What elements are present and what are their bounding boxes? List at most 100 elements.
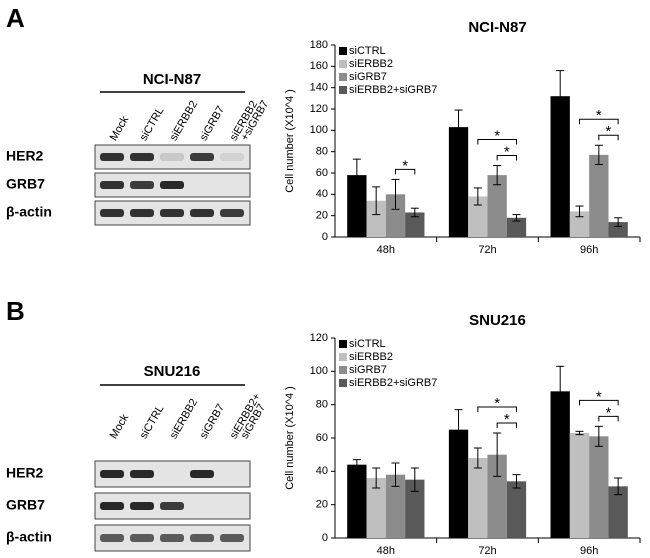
legend-label: siCTRL [349, 45, 386, 57]
significance-bracket [579, 399, 619, 406]
y-tick-label: 140 [310, 82, 328, 94]
bar [347, 464, 367, 538]
blot-band [160, 181, 184, 189]
error-bar [556, 365, 565, 417]
y-tick-label: 100 [310, 124, 328, 136]
legend-swatch [339, 73, 347, 81]
significance-label: * [596, 107, 602, 124]
blot-band [160, 534, 184, 542]
blot-band [190, 470, 214, 478]
legend-swatch [339, 353, 347, 361]
blot-band [100, 153, 124, 161]
chart-title: SNU216 [469, 312, 526, 329]
significance-bracket [394, 168, 416, 175]
significance-label: * [596, 388, 602, 405]
error-bar [352, 459, 361, 471]
y-tick-label: 60 [316, 432, 328, 444]
y-tick-label: 100 [310, 365, 328, 377]
lane-label: siCTRL [138, 403, 167, 441]
y-tick-label: 80 [316, 399, 328, 411]
significance-label: * [504, 411, 510, 428]
bar [569, 433, 590, 538]
significance-label: * [494, 395, 500, 412]
legend-label: siGRB7 [349, 71, 387, 83]
blot-band [100, 181, 124, 189]
y-tick-label: 20 [316, 499, 328, 511]
lane-label: Mock [108, 114, 132, 143]
bar [448, 429, 469, 538]
bar [347, 175, 367, 237]
blot-band [160, 502, 184, 510]
error-bar [454, 109, 463, 145]
significance-bracket [598, 415, 619, 422]
bar [550, 96, 570, 237]
blot-title: NCI-N87 [143, 71, 201, 88]
error-bar [556, 70, 565, 123]
panel-letter: B [6, 296, 25, 326]
blot-band [130, 209, 154, 217]
bar [487, 454, 507, 538]
legend-swatch [339, 60, 347, 68]
legend-label: siGRB7 [349, 364, 387, 376]
bar [569, 211, 590, 237]
y-tick-label: 40 [316, 465, 328, 477]
blot-band [220, 153, 244, 161]
lane-label: Mock [108, 412, 132, 441]
error-bar [512, 474, 521, 489]
error-bar [391, 178, 400, 210]
error-bar [473, 447, 482, 469]
error-bar [372, 467, 381, 489]
lane-label: siGRB7 [198, 104, 227, 143]
legend-label: siERBB2+siGRB7 [349, 84, 437, 96]
blot-row-label: GRB7 [6, 176, 45, 192]
significance-bracket [477, 139, 517, 145]
y-tick-label: 0 [322, 532, 328, 544]
y-tick-label: 120 [310, 332, 328, 344]
blot-band [190, 209, 214, 217]
significance-bracket [496, 155, 517, 161]
x-tick-label: 96h [580, 545, 598, 557]
bar [506, 481, 527, 538]
blot-row-label: β-actin [6, 204, 52, 220]
bar [405, 479, 425, 538]
blot-band [130, 181, 154, 189]
x-tick-label: 96h [580, 244, 598, 256]
lane-label: siERBB2 [168, 99, 200, 143]
error-bar [614, 217, 623, 227]
blot-band [220, 534, 244, 542]
error-bar [473, 187, 482, 206]
blot-band [100, 502, 124, 510]
y-axis-label: Cell number (X10^4 ) [284, 89, 296, 193]
bar [468, 458, 488, 538]
bar [506, 217, 527, 237]
blot-band [100, 534, 124, 542]
y-tick-label: 20 [316, 210, 328, 222]
error-bar [575, 205, 584, 218]
y-tick-label: 160 [310, 60, 328, 72]
legend-swatch [339, 366, 347, 374]
error-bar [512, 214, 521, 222]
error-bar [614, 477, 623, 496]
significance-label: * [504, 144, 510, 161]
significance-label: * [606, 404, 612, 421]
legend-swatch [339, 379, 347, 387]
bar [385, 194, 406, 237]
significance-bracket [496, 422, 517, 428]
blot-band [130, 502, 154, 510]
bar [366, 478, 386, 538]
blot-band [160, 209, 184, 217]
error-bar [454, 409, 463, 451]
y-tick-label: 80 [316, 146, 328, 158]
lane-label: siGRB7 [198, 402, 227, 441]
blot-band [130, 534, 154, 542]
legend-label: siERBB2+siGRB7 [349, 377, 437, 389]
blot-title: SNU216 [144, 363, 201, 380]
significance-label: * [606, 123, 612, 140]
lane-label: siCTRL [138, 105, 167, 143]
bar [589, 436, 609, 538]
x-tick-label: 48h [377, 545, 395, 557]
blot-row-label: β-actin [6, 529, 52, 545]
blot-band [130, 470, 154, 478]
significance-bracket [598, 134, 619, 141]
legend-label: siCTRL [349, 338, 386, 350]
